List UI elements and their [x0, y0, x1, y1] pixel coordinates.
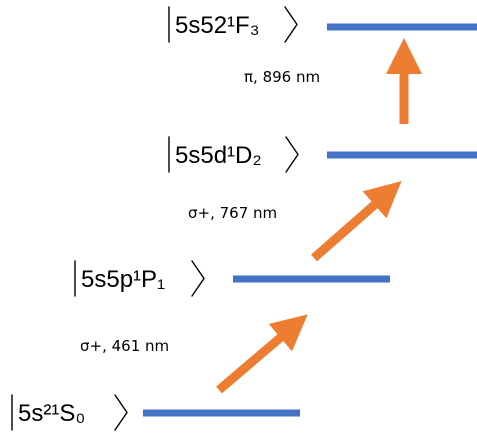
transition-label-s0-p1: σ+, 461 nm: [80, 337, 169, 355]
transition-label-p1-d2: σ+, 767 nm: [188, 204, 277, 222]
transition-label-d2-f3: π, 896 nm: [244, 68, 320, 86]
ket-bracket-s0: [11, 394, 128, 431]
state-label-p1: 5s5p¹P₁: [81, 266, 165, 293]
ket-bracket-p1: [74, 260, 205, 297]
state-label-f3: 5s52¹F₃: [175, 12, 259, 39]
ket-bracket-d2: [168, 136, 299, 173]
transition-arrow-s0-p1: [216, 314, 308, 394]
ket-bracket-f3: [168, 6, 298, 43]
state-label-s0: 5s²¹S₀: [18, 400, 85, 427]
transition-arrow-p1-d2: [311, 181, 402, 262]
state-label-d2: 5s5d¹D₂: [175, 142, 262, 169]
